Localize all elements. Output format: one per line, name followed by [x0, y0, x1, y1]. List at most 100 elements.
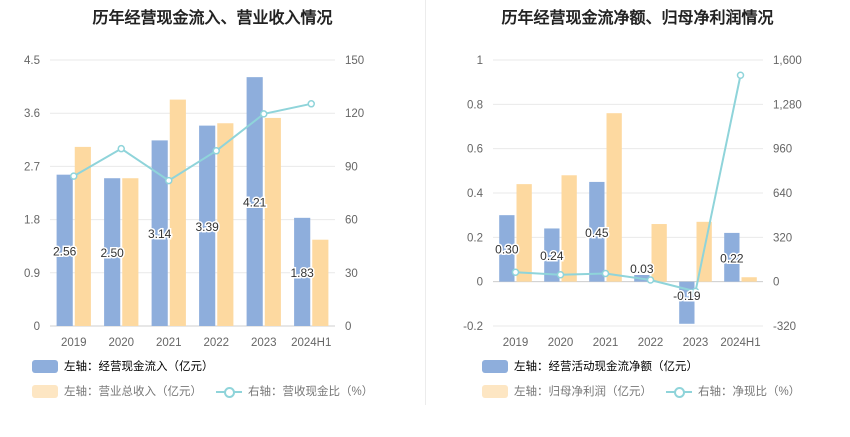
x-axis-tick-label: 2021	[593, 337, 619, 349]
bar-data-label: 0.24	[540, 249, 564, 263]
legend-item-cash-inflow[interactable]: 左轴：经营现金流入（亿元）	[32, 358, 214, 374]
bar-data-label: 4.21	[243, 196, 267, 210]
bar-secondary	[312, 239, 329, 326]
legend-line-icon	[666, 385, 692, 398]
bar-data-label: -0.19	[673, 289, 701, 303]
left-chart-panel: 历年经营现金流入、营业收入情况 0 0 0.9 30 1.8 60 2.7 90 3.6 120 4…	[24, 8, 387, 400]
legend-item-revenue[interactable]: 左轴：营业总收入（亿元）	[32, 383, 202, 399]
left-axis-tick-label: 0.8	[467, 99, 483, 111]
left-chart-svg: 0 0 0.9 30 1.8 60 2.7 90 3.6 120 4.5 150 2019 2020 202…	[24, 55, 364, 349]
right-axis-tick-label: 60	[345, 215, 358, 227]
ratio-line-point	[165, 176, 173, 185]
x-axis-tick-label: 2022	[638, 337, 664, 349]
right-chart-svg: -0.2 -320 0 0 0.2 320 0.4 640 0.6 960 0.8 1,280 1 1,6…	[463, 55, 802, 349]
bar-secondary	[169, 99, 186, 326]
x-axis-tick-label: 2019	[61, 337, 87, 349]
legend-item-ratio[interactable]: 右轴：营收现金比（%）	[216, 383, 373, 399]
right-axis-tick-label: 640	[773, 188, 792, 200]
legend-swatch-orange	[32, 384, 58, 398]
right-axis-tick-label: 120	[345, 108, 364, 120]
bar-data-label: 1.83	[290, 266, 314, 280]
legend-swatch-orange	[482, 384, 508, 398]
bar-data-label: 3.14	[148, 227, 172, 241]
bar-primary	[56, 174, 73, 326]
x-axis-tick-label: 2021	[156, 337, 182, 349]
bar-secondary	[561, 175, 577, 282]
bar-data-label: 0.45	[585, 226, 609, 240]
right-axis-tick-label: 150	[345, 55, 364, 67]
legend-label: 左轴：经营现金流入（亿元）	[64, 361, 214, 373]
bar-primary	[589, 181, 605, 282]
bar-data-label: 2.50	[100, 246, 124, 260]
x-axis-tick-label: 2024H1	[291, 337, 331, 349]
left-axis-tick-label: 3.6	[24, 108, 40, 120]
ratio-line-point	[260, 110, 268, 118]
bar-secondary	[606, 113, 622, 282]
left-axis-tick-label: -0.2	[463, 321, 483, 333]
bar-data-label: 0.03	[630, 262, 654, 276]
ratio-line-point	[212, 147, 220, 155]
ratio-line-point	[307, 100, 315, 108]
bar-data-label: 0.30	[495, 242, 519, 256]
right-axis-tick-label: 1,600	[773, 55, 802, 67]
ratio-line	[515, 75, 742, 293]
legend-item-net-profit[interactable]: 左轴：归母净利润（亿元）	[482, 383, 652, 399]
bar-secondary	[741, 277, 757, 282]
left-chart-title: 历年经营现金流入、营业收入情况	[92, 8, 333, 27]
legend-label: 右轴：营收现金比（%）	[248, 386, 374, 398]
x-axis-tick-label: 2024H1	[720, 337, 760, 349]
right-axis-tick-label: 960	[773, 144, 792, 156]
legend-item-net-ratio[interactable]: 右轴：净现比（%）	[666, 383, 800, 399]
bar-primary	[246, 77, 263, 327]
left-axis-tick-label: 0	[34, 321, 40, 333]
left-axis-tick-label: 0.4	[467, 188, 484, 200]
panel-divider	[425, 0, 426, 405]
right-axis-tick-label: 0	[345, 321, 351, 333]
bar-secondary	[651, 224, 667, 282]
bar-primary	[151, 140, 168, 326]
bar-primary	[724, 232, 740, 282]
bar-data-label: 3.39	[195, 220, 219, 234]
bar-secondary	[264, 117, 281, 326]
right-axis-tick-label: 320	[773, 232, 792, 244]
ratio-line-point	[117, 144, 125, 153]
legend-swatch-blue	[482, 359, 508, 373]
left-axis-tick-label: 1	[477, 55, 483, 67]
right-chart-title: 历年经营现金流净额、归母净利润情况	[501, 8, 774, 27]
left-axis-tick-label: 0.6	[467, 144, 483, 156]
bar-primary	[499, 215, 515, 282]
bar-primary	[294, 217, 311, 326]
left-legend-row-2: 左轴：营业总收入（亿元） 右轴：营收现金比（%）	[32, 382, 387, 400]
ratio-line-point	[70, 172, 78, 180]
legend-swatch-blue	[32, 359, 58, 373]
right-axis-tick-label: 90	[345, 161, 358, 173]
x-axis-tick-label: 2019	[503, 337, 529, 349]
x-axis-tick-label: 2020	[108, 337, 134, 349]
left-axis-tick-label: 0.2	[467, 232, 483, 244]
ratio-line	[73, 102, 312, 182]
left-axis-tick-label: 1.8	[24, 215, 40, 227]
bar-primary	[104, 178, 121, 326]
ratio-line-point	[556, 270, 565, 279]
right-axis-tick-label: -320	[773, 321, 796, 333]
bar-secondary	[74, 146, 91, 326]
legend-label: 左轴：营业总收入（亿元）	[64, 386, 202, 398]
ratio-line-point	[646, 276, 655, 284]
bar-data-label: 2.56	[53, 244, 77, 258]
ratio-line-point	[601, 269, 610, 278]
right-legend-row-1: 左轴：经营活动现金流净额（亿元）	[482, 357, 712, 375]
right-chart-panel: 历年经营现金流净额、归母净利润情况 -0.2 -320 0 0 0.2 320 0.4 640…	[425, 0, 850, 437]
bar-secondary	[122, 178, 139, 326]
right-legend-row-2: 左轴：归母净利润（亿元） 右轴：净现比（%）	[482, 382, 814, 400]
legend-item-net-cash[interactable]: 左轴：经营活动现金流净额（亿元）	[482, 358, 698, 374]
left-axis-tick-label: 2.7	[24, 161, 40, 173]
bar-secondary	[516, 184, 532, 282]
x-axis-tick-label: 2022	[203, 337, 229, 349]
left-axis-tick-label: 4.5	[24, 55, 40, 67]
bar-data-label: 0.22	[720, 251, 744, 265]
legend-label: 左轴：归母净利润（亿元）	[514, 386, 652, 398]
x-axis-tick-label: 2023	[251, 337, 277, 349]
ratio-line-point	[691, 287, 700, 296]
bar-primary	[544, 228, 560, 282]
legend-label: 左轴：经营活动现金流净额（亿元）	[514, 361, 698, 373]
